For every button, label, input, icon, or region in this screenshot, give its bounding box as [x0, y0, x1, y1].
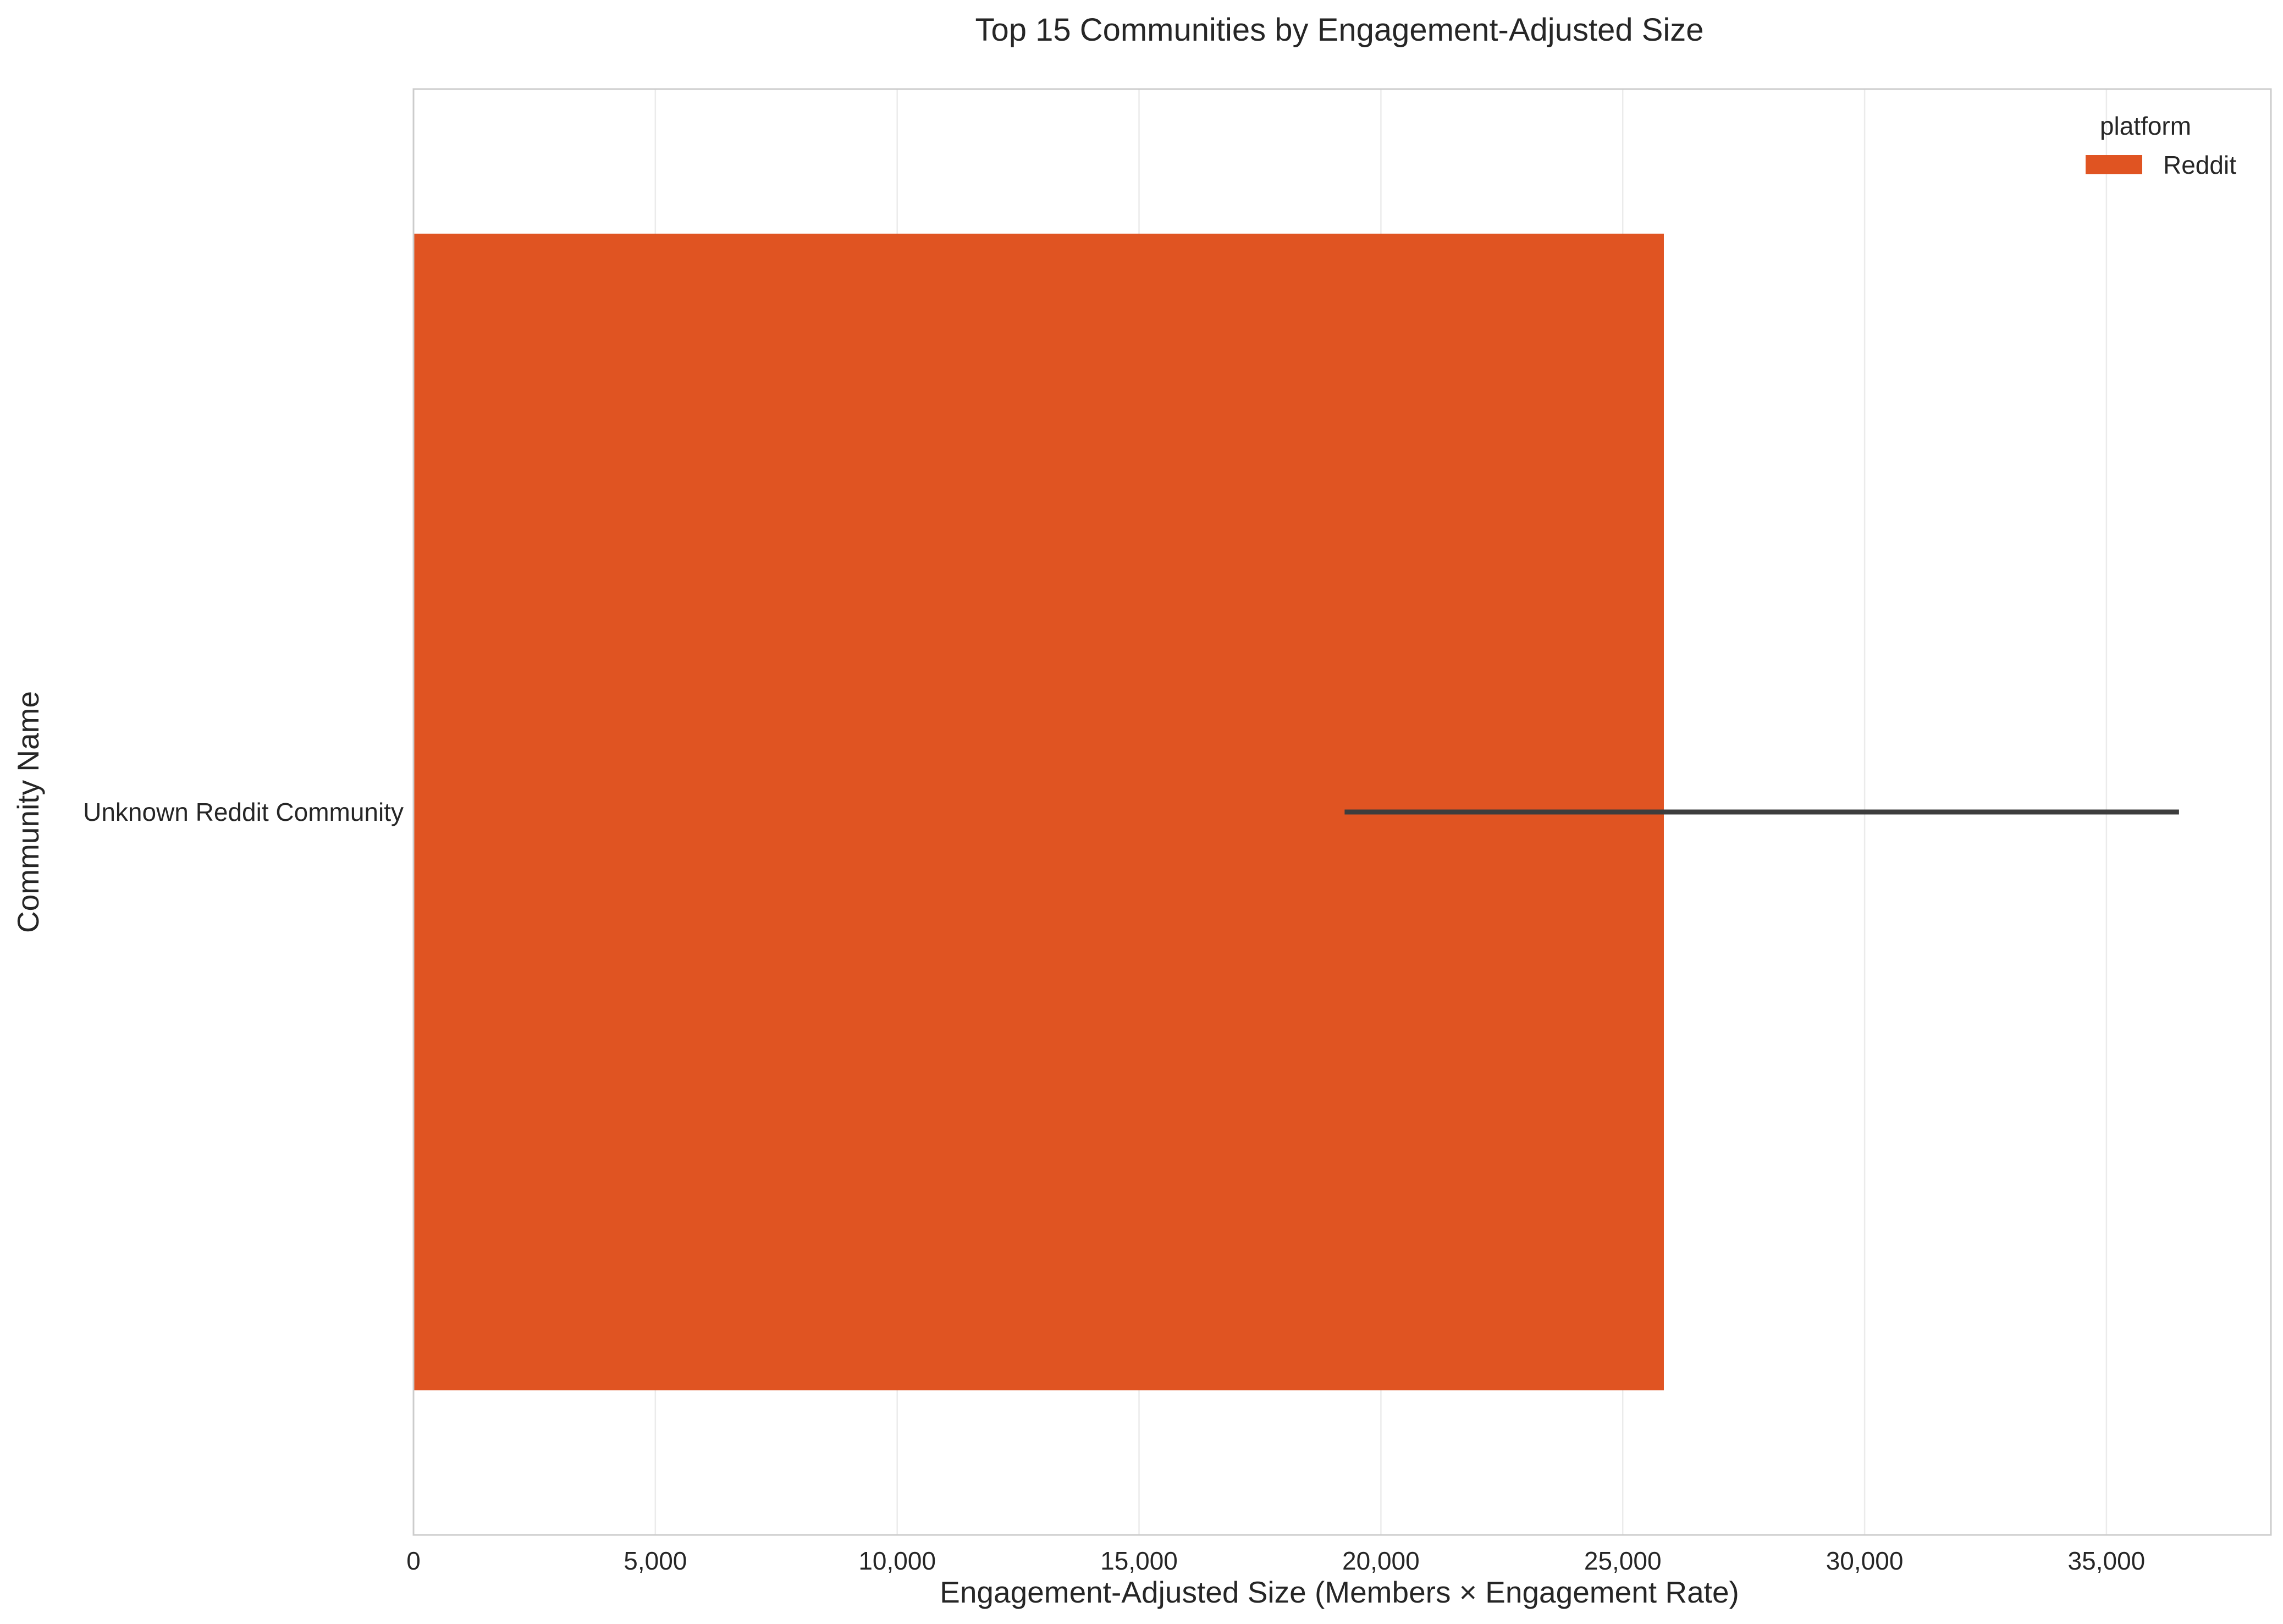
y-tick-labels: Unknown Reddit Community — [83, 798, 404, 826]
plot-frame — [412, 88, 2272, 1536]
legend: platform Reddit — [2086, 112, 2236, 179]
x-tick-label: 30,000 — [1826, 1546, 1904, 1575]
x-tick-label: 25,000 — [1584, 1546, 1662, 1575]
x-tick-label: 35,000 — [2068, 1546, 2146, 1575]
y-axis-label: Community Name — [11, 691, 45, 933]
legend-label-reddit: Reddit — [2163, 151, 2236, 179]
y-tick-label: Unknown Reddit Community — [83, 798, 404, 826]
x-tick-label: 20,000 — [1342, 1546, 1420, 1575]
x-tick-label: 5,000 — [624, 1546, 687, 1575]
x-axis-label: Engagement-Adjusted Size (Members × Enga… — [940, 1575, 1739, 1609]
x-tick-label: 15,000 — [1100, 1546, 1178, 1575]
legend-swatch-reddit — [2086, 155, 2142, 174]
chart-title: Top 15 Communities by Engagement-Adjuste… — [975, 12, 1703, 48]
legend-title: platform — [2100, 112, 2191, 140]
x-tick-labels: 0 5,000 10,000 15,000 20,000 25,000 30,000 35,0… — [406, 1546, 2145, 1575]
x-tick-label: 0 — [406, 1546, 421, 1575]
x-tick-label: 10,000 — [858, 1546, 936, 1575]
